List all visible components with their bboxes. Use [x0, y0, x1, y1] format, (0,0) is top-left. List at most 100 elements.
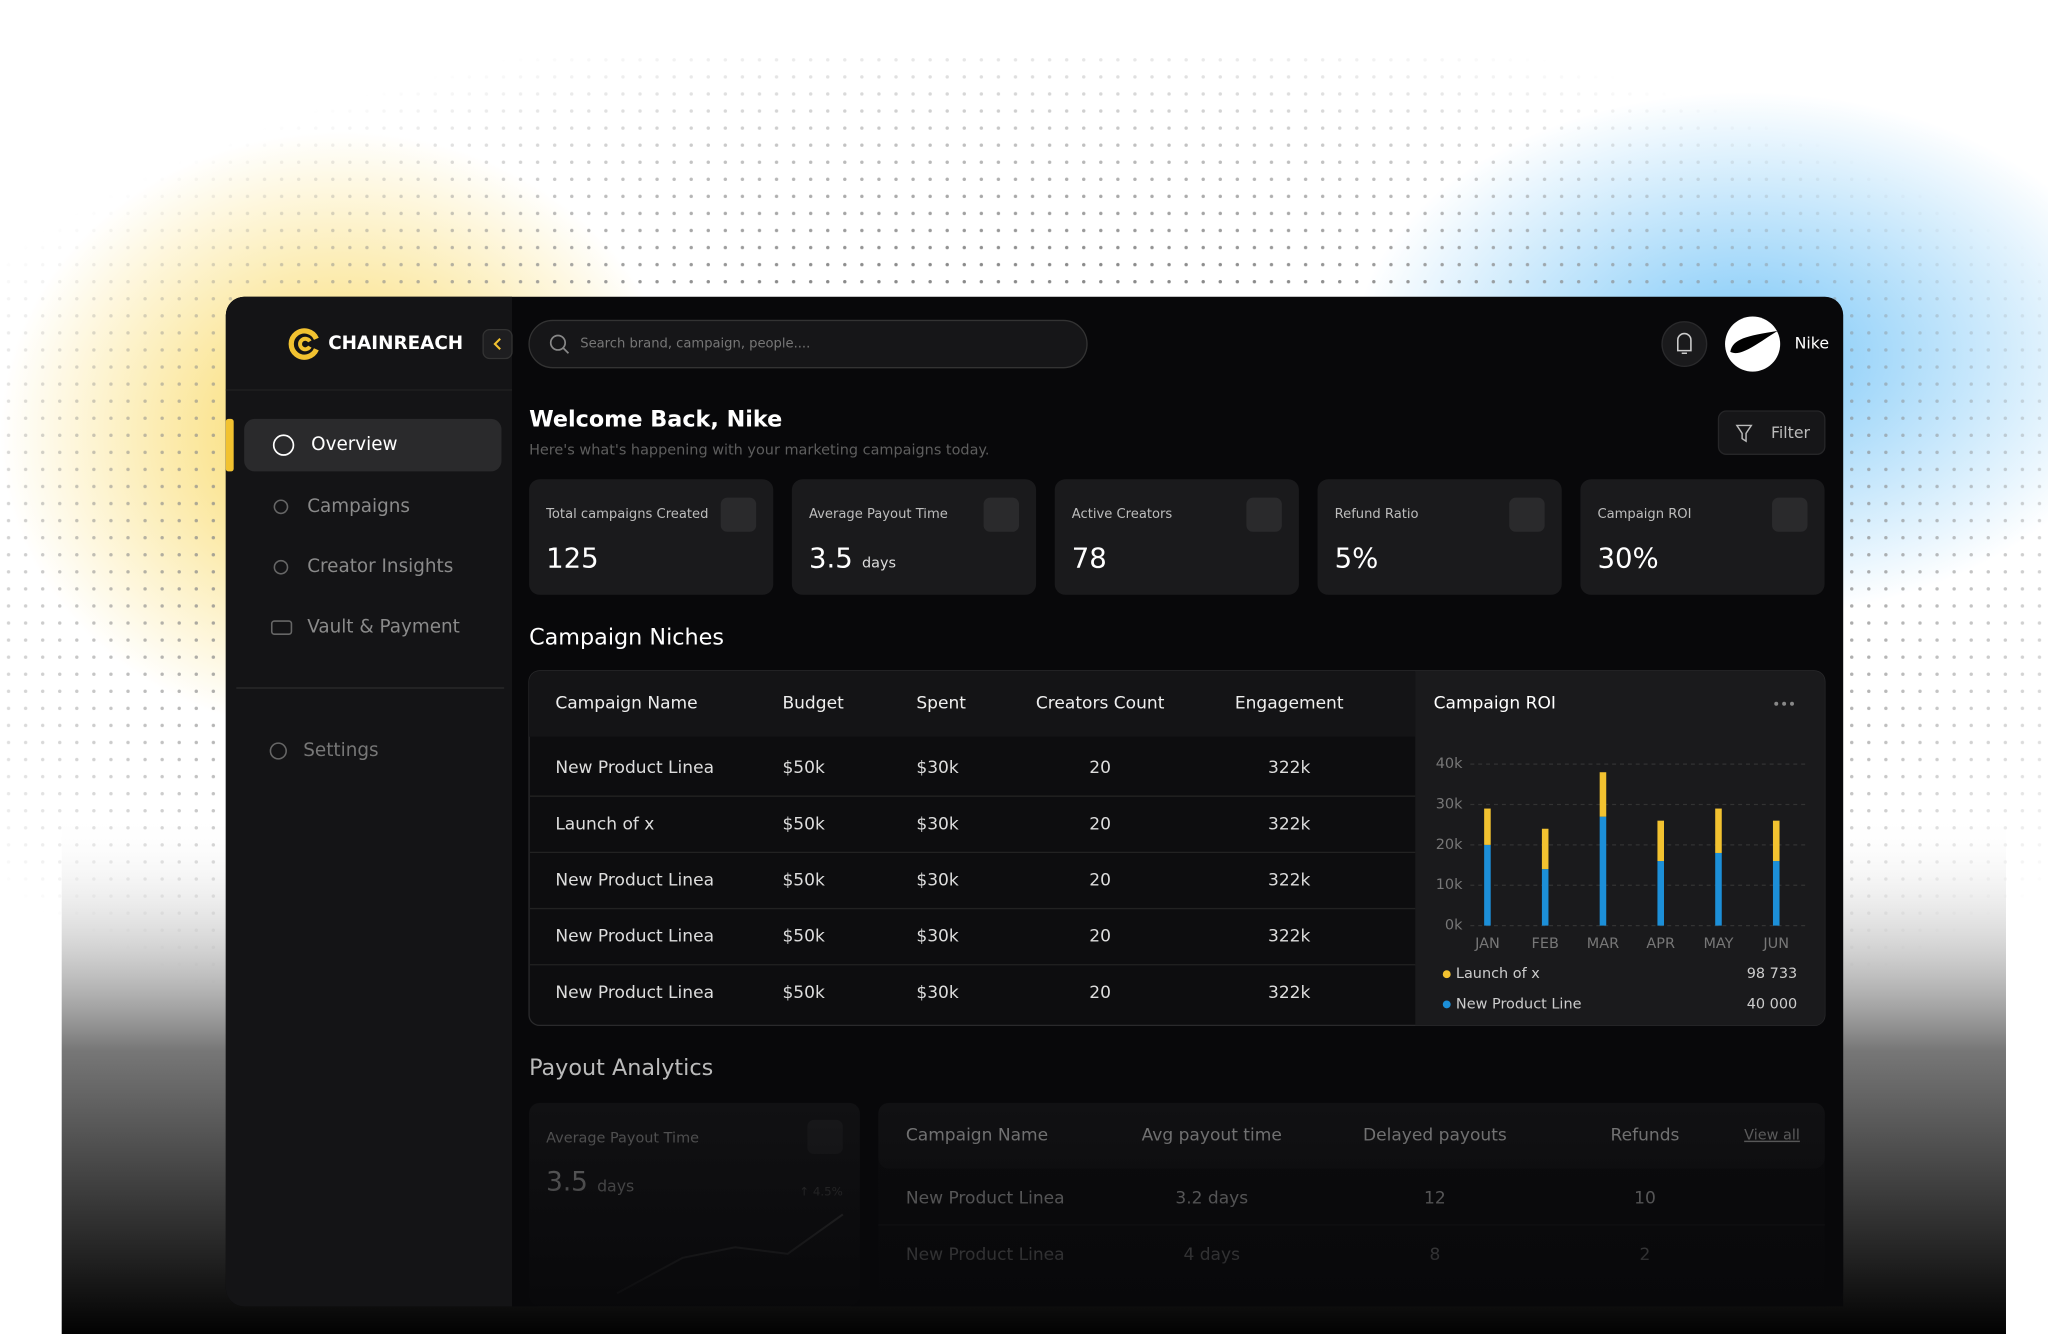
search-placeholder: Search brand, campaign, people.... [580, 337, 810, 352]
bar-segment [1715, 852, 1722, 926]
stat-value: 78 [1072, 542, 1107, 574]
legend-value: 98 733 [1747, 966, 1798, 982]
table-header: Spent [916, 694, 966, 714]
table-cell: New Product Linea [555, 927, 714, 947]
table-cell: $30k [916, 870, 959, 890]
bar-segment [1599, 816, 1607, 926]
stat-card [1580, 479, 1825, 595]
nav-active[interactable] [244, 418, 502, 472]
y-tick-label: 30k [1436, 797, 1463, 813]
y-tick-label: 0k [1445, 918, 1463, 934]
user-name: Nike [1795, 334, 1829, 353]
bar-segment [1484, 808, 1491, 845]
table-cell: $50k [782, 983, 825, 1003]
stat-icon [1509, 497, 1545, 532]
legend-dot [1442, 1000, 1451, 1009]
legend-value: 40 000 [1747, 996, 1798, 1012]
roi-panel [1415, 670, 1825, 1026]
y-tick-label: 20k [1436, 837, 1463, 853]
y-tick-label: 40k [1436, 756, 1463, 772]
stat-icon [1246, 497, 1282, 532]
table-cell: $30k [916, 814, 959, 834]
table-cell: 20 [1089, 870, 1111, 890]
legend-label: Launch of x [1456, 966, 1540, 982]
y-tick-label: 10k [1436, 877, 1463, 893]
stat-label: Campaign ROI [1597, 507, 1691, 522]
section-title: Payout Analytics [529, 1055, 713, 1081]
notifications[interactable] [1661, 321, 1708, 368]
nav-item[interactable]: Vault & Payment [307, 617, 460, 638]
table-cell: $30k [916, 983, 959, 1003]
table-cell: 322k [1268, 814, 1311, 834]
nav-item[interactable]: Overview [311, 434, 397, 455]
table-cell: $50k [782, 758, 825, 778]
stat-label: Refund Ratio [1335, 507, 1419, 522]
table-cell: 322k [1268, 758, 1311, 778]
section-title: Campaign Niches [529, 625, 724, 651]
table-cell: $50k [782, 870, 825, 890]
table-cell: 20 [1089, 983, 1111, 1003]
table-cell: $50k [782, 927, 825, 947]
bar-segment [1772, 861, 1780, 926]
x-tick-label: APR [1646, 936, 1675, 952]
table-cell: $30k [916, 927, 959, 947]
bar-segment [1772, 820, 1780, 862]
stat-unit: days [862, 555, 896, 571]
nav-item[interactable]: Creator Insights [307, 556, 453, 577]
table-cell: 20 [1089, 758, 1111, 778]
bar-segment [1715, 808, 1722, 853]
nav-settings[interactable]: Settings [303, 740, 378, 761]
stat-value: 30% [1597, 542, 1658, 574]
table-cell: New Product Linea [555, 983, 714, 1003]
stat-value: 5% [1335, 542, 1379, 574]
filter-button[interactable] [1717, 410, 1826, 455]
stat-icon [720, 497, 757, 532]
x-tick-label: MAY [1703, 936, 1733, 952]
table-cell: New Product Linea [555, 758, 714, 778]
x-tick-label: JAN [1474, 936, 1500, 952]
filter-label: Filter [1771, 423, 1811, 442]
table-cell: 20 [1089, 814, 1111, 834]
table-cell: $30k [916, 758, 959, 778]
stat-icon [1772, 497, 1808, 532]
chart-title: Campaign ROI [1434, 694, 1556, 714]
x-tick-label: FEB [1532, 936, 1559, 952]
table-cell: New Product Linea [555, 870, 714, 890]
bar-segment [1599, 772, 1607, 817]
stat-value: 125 [546, 542, 599, 574]
bar-segment [1541, 869, 1549, 926]
stat-card [1054, 479, 1299, 595]
table-header: Campaign Name [555, 694, 697, 714]
table-cell: 20 [1089, 927, 1111, 947]
table-cell: $50k [782, 814, 825, 834]
collapse-button[interactable] [482, 328, 513, 360]
legend-label: New Product Line [1456, 996, 1582, 1012]
bar-segment [1484, 844, 1491, 926]
bar-segment [1541, 828, 1549, 870]
stat-card [529, 479, 774, 595]
table-header: Engagement [1235, 694, 1344, 714]
table-cell: 322k [1268, 870, 1311, 890]
x-tick-label: JUN [1762, 936, 1789, 952]
table-cell: 322k [1268, 983, 1311, 1003]
brand: CHAINREACH [328, 333, 463, 354]
welcome-subtitle: Here's what's happening with your market… [529, 442, 989, 458]
bar-segment [1657, 861, 1664, 926]
stat-icon [983, 497, 1020, 532]
table-header: Creators Count [1036, 694, 1165, 714]
welcome-title: Welcome Back, Nike [529, 407, 782, 433]
bottom-fade [512, 1089, 1844, 1307]
stat-value: 3.5 [809, 542, 853, 574]
bar-segment [1657, 820, 1664, 862]
table-cell: Launch of x [555, 814, 654, 834]
legend-dot [1442, 970, 1451, 979]
search-box[interactable] [528, 319, 1088, 369]
nav-item[interactable]: Campaigns [307, 496, 410, 517]
stat-card [791, 479, 1037, 595]
stat-label: Total campaigns Created [545, 507, 708, 522]
stat-label: Average Payout Time [809, 507, 948, 522]
table-header: Budget [782, 694, 844, 714]
x-tick-label: MAR [1587, 936, 1619, 952]
